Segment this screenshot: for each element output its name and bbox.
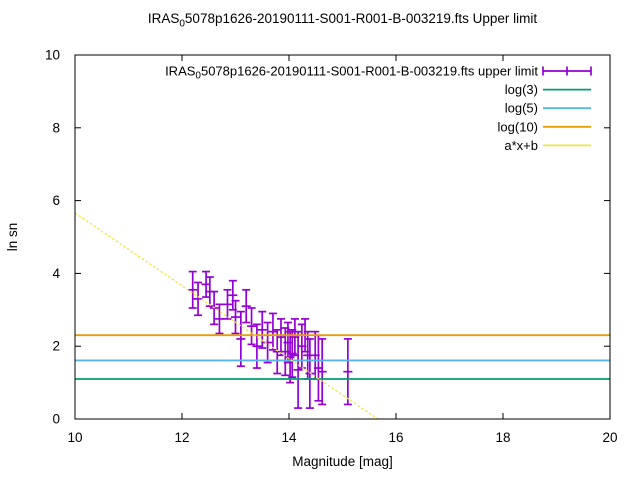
y-tick-label: 10 xyxy=(45,48,60,63)
y-tick-label: 6 xyxy=(52,193,60,208)
legend-label: log(3) xyxy=(505,82,538,97)
line-axb xyxy=(74,212,379,420)
errorbar xyxy=(268,312,278,351)
x-tick-label: 12 xyxy=(174,430,189,445)
legend-label: log(5) xyxy=(505,101,538,116)
axis-ticks xyxy=(74,54,611,420)
legend-entry-log3: log(3) xyxy=(505,82,591,97)
legend-entry-axb: a*x+b xyxy=(504,138,591,153)
errorbar xyxy=(252,323,262,369)
errorbar xyxy=(222,288,232,320)
x-tick-label: 20 xyxy=(602,430,617,445)
legend-entry-5078p162620190111s001r00: IRAS05078p1626-20190111-S001-R001-B-0032… xyxy=(165,64,592,82)
errorbar xyxy=(193,281,203,317)
errorbar xyxy=(241,288,251,324)
legend-label: IRAS05078p1626-20190111-S001-R001-B-0032… xyxy=(165,64,538,82)
errorbar xyxy=(257,310,267,349)
errorbar xyxy=(214,303,224,335)
x-axis-label: Magnitude [mag] xyxy=(292,454,393,469)
errorbar xyxy=(285,330,295,384)
y-tick-label: 4 xyxy=(52,266,60,281)
errorbar xyxy=(236,310,246,368)
x-tick-label: 10 xyxy=(67,430,82,445)
errorbar xyxy=(283,321,293,364)
y-tick-label: 0 xyxy=(52,412,60,427)
legend-label: a*x+b xyxy=(504,138,538,153)
legend: IRAS05078p1626-20190111-S001-R001-B-0032… xyxy=(165,64,592,153)
errorbar xyxy=(231,299,240,335)
legend-sample-errorbar xyxy=(542,66,592,76)
errorbar xyxy=(317,338,327,406)
x-tick-label: 16 xyxy=(388,430,403,445)
errorbar-series xyxy=(188,270,353,409)
errorbar xyxy=(293,330,303,409)
errorbar xyxy=(188,270,198,309)
legend-entry-log5: log(5) xyxy=(505,101,591,116)
x-tick-label: 14 xyxy=(281,430,297,445)
errorbar xyxy=(343,338,353,406)
y-tick-label: 2 xyxy=(52,339,60,354)
title-subscript: 0 xyxy=(179,18,185,30)
legend-label: log(10) xyxy=(498,119,538,134)
title-suffix: 5078p1626-20190111-S001-R001-B-003219.ft… xyxy=(184,11,538,26)
errorbar xyxy=(247,307,257,346)
title-prefix: IRAS xyxy=(147,11,180,26)
x-tick-label: 18 xyxy=(495,430,510,445)
y-tick-label: 8 xyxy=(52,120,60,135)
y-axis-label: ln sn xyxy=(5,223,20,252)
chart-title: IRAS05078p1626-20190111-S001-R001-B-0032… xyxy=(75,11,610,29)
plot-frame xyxy=(74,54,611,420)
legend-entry-log10: log(10) xyxy=(498,119,591,134)
